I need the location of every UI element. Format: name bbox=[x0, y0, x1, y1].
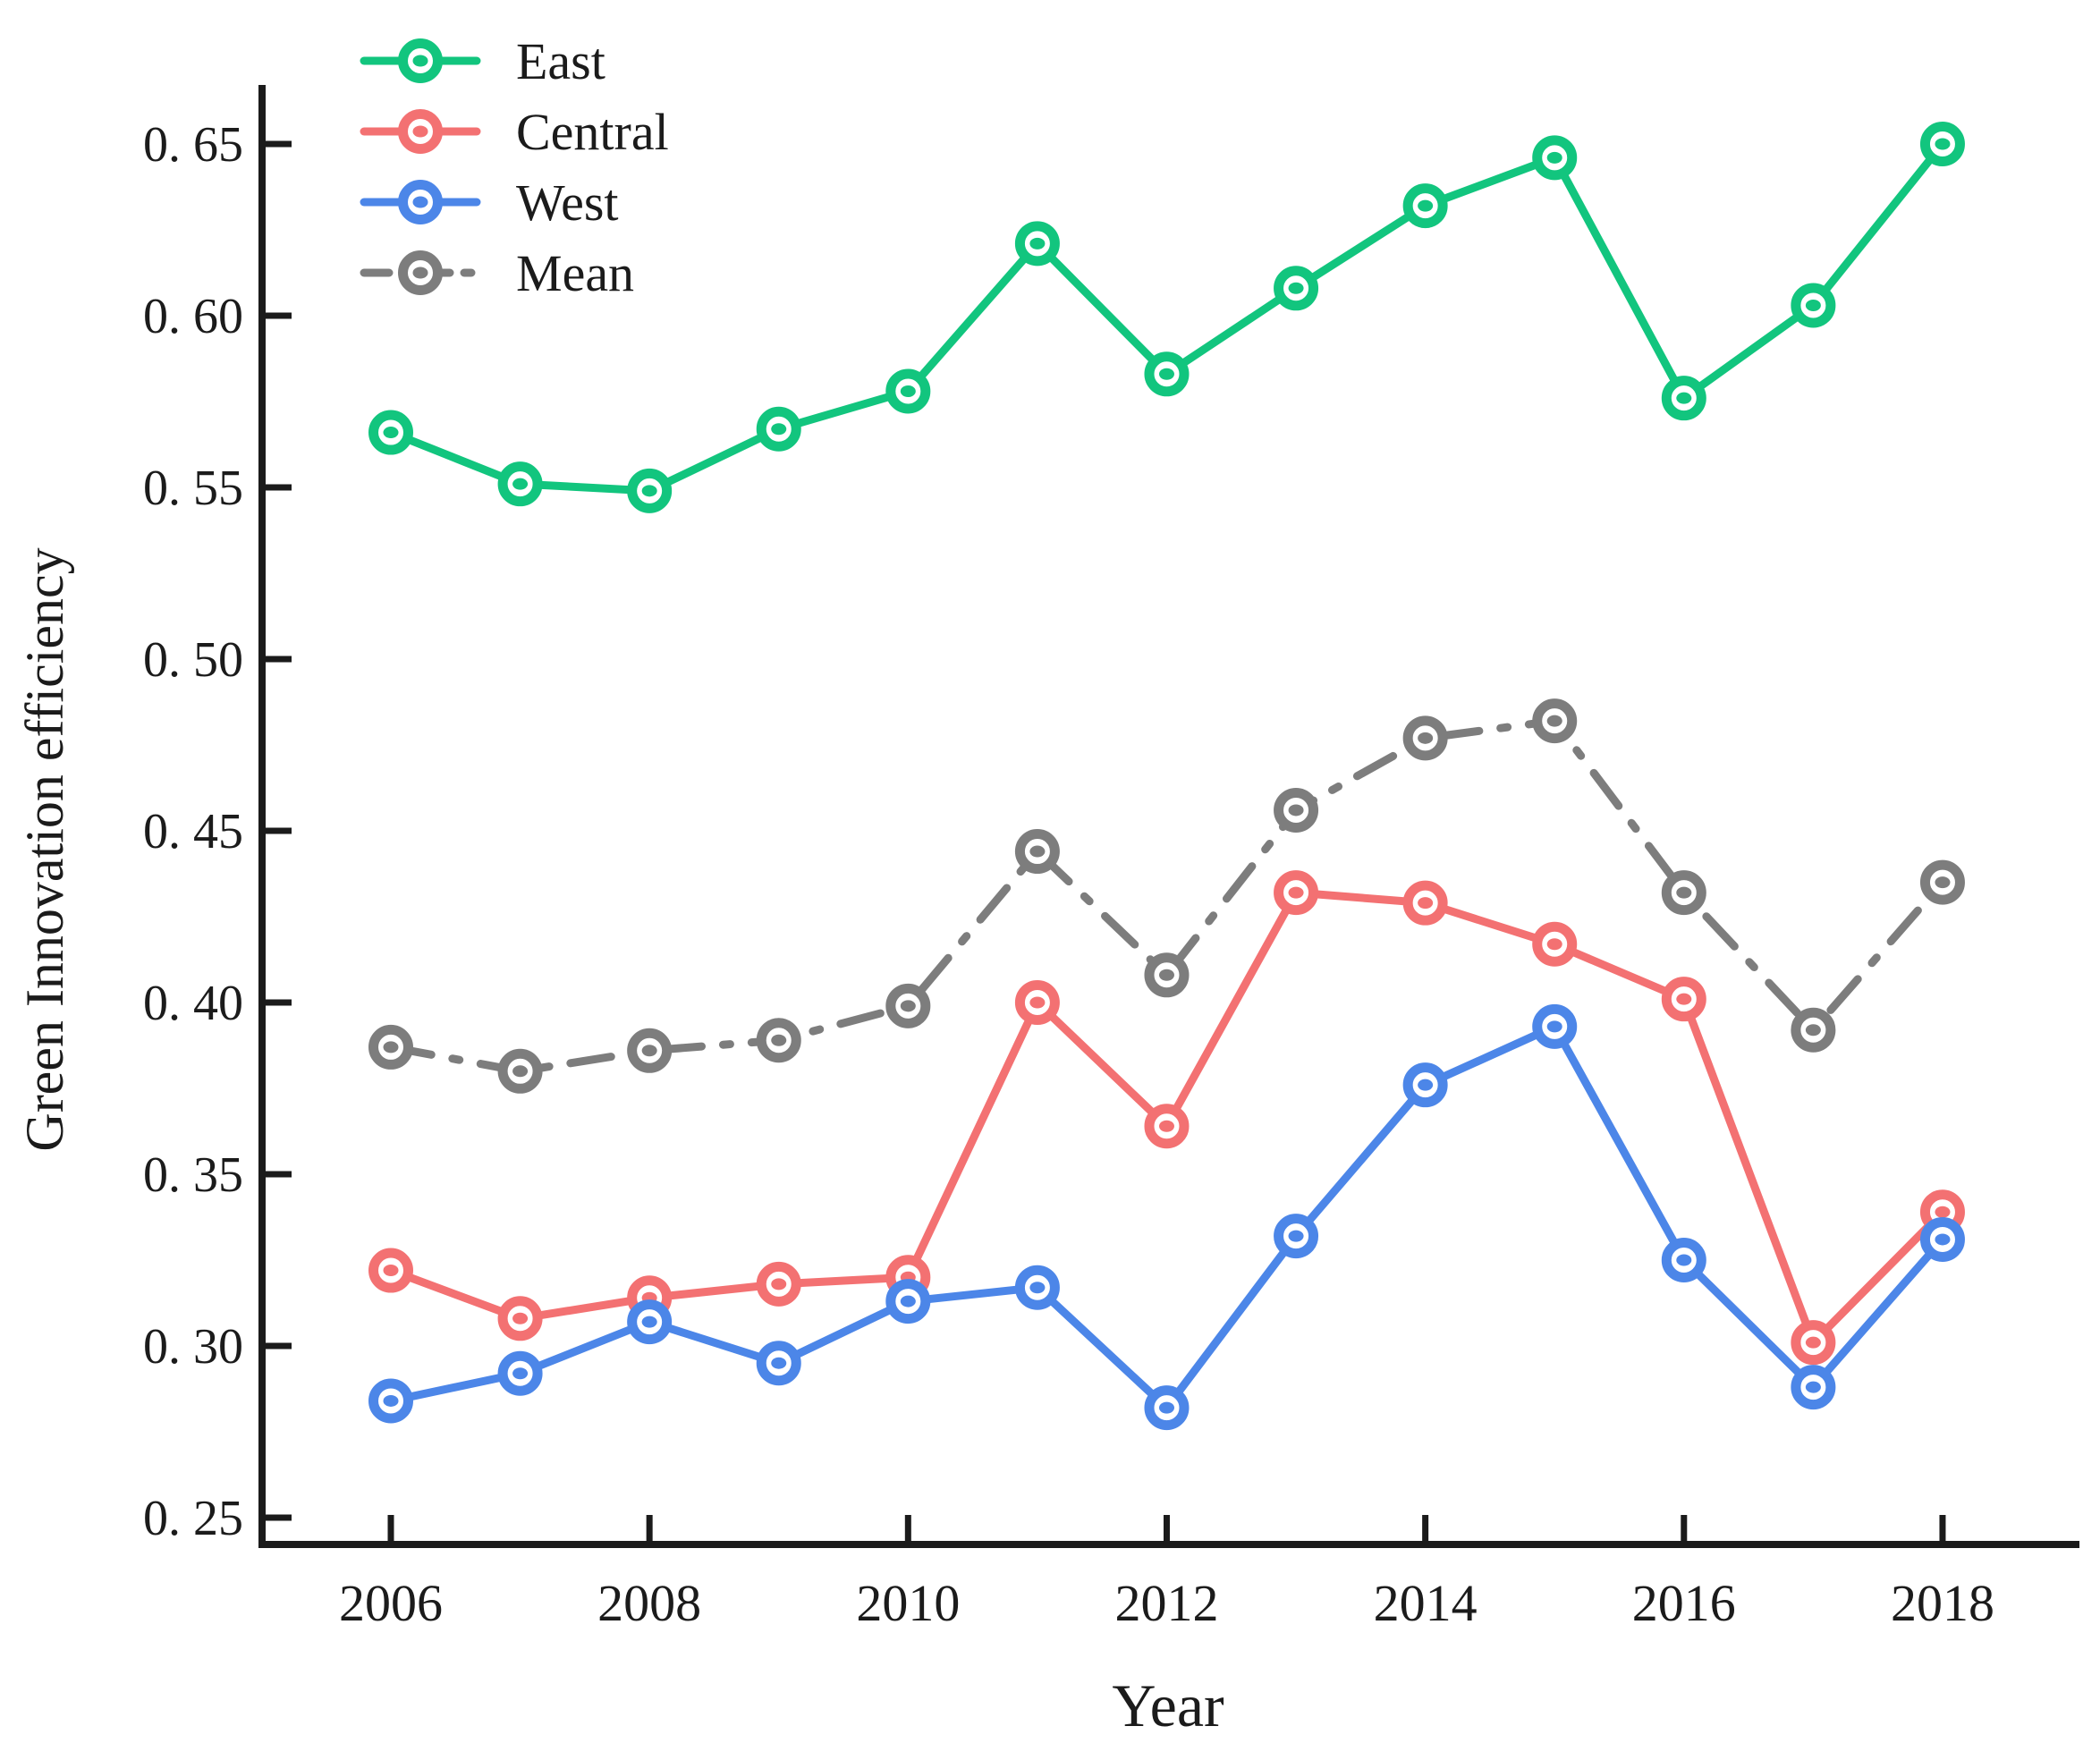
x-axis-title: Year bbox=[1112, 1671, 1224, 1739]
series-west-marker-dot bbox=[1805, 1381, 1821, 1393]
series-central-marker-dot bbox=[383, 1265, 399, 1277]
series-mean-marker-dot bbox=[1676, 886, 1692, 899]
legend-label-central: Central bbox=[516, 103, 669, 161]
x-tick-label: 2016 bbox=[1632, 1574, 1736, 1632]
series-central-marker-dot bbox=[512, 1312, 529, 1324]
series-west-marker-dot bbox=[512, 1367, 529, 1380]
y-tick-label: 0. 35 bbox=[143, 1147, 243, 1203]
series-central-marker-dot bbox=[1676, 993, 1692, 1005]
series-mean-marker-dot bbox=[1935, 876, 1951, 889]
y-tick-label: 0. 40 bbox=[143, 976, 243, 1031]
series-mean-marker-dot bbox=[512, 1065, 529, 1078]
y-tick-label: 0. 25 bbox=[143, 1491, 243, 1546]
series-mean-line bbox=[386, 716, 1947, 1076]
x-tick-label: 2014 bbox=[1374, 1574, 1478, 1632]
series-east-marker-dot bbox=[1158, 368, 1174, 380]
series-mean-marker-dot bbox=[641, 1045, 657, 1057]
series-west-marker-dot bbox=[1418, 1079, 1434, 1091]
legend-label-mean: Mean bbox=[516, 244, 634, 302]
series-mean-marker-dot bbox=[900, 1000, 916, 1012]
series-west-marker-dot bbox=[383, 1394, 399, 1407]
series-east-marker-dot bbox=[771, 423, 787, 436]
series-east-marker-dot bbox=[1676, 392, 1692, 404]
series-east-marker-dot bbox=[1805, 299, 1821, 311]
series-central-marker-dot bbox=[1288, 886, 1304, 899]
series-west-line bbox=[386, 1022, 1947, 1412]
y-tick-label: 0. 30 bbox=[143, 1319, 243, 1375]
series-mean-marker-dot bbox=[771, 1034, 787, 1046]
x-tick-label: 2018 bbox=[1891, 1574, 1994, 1632]
series-west-marker-dot bbox=[1546, 1020, 1562, 1033]
legend-marker-dot-central bbox=[412, 125, 428, 138]
series-central-marker-dot bbox=[771, 1278, 787, 1290]
series-mean-marker-dot bbox=[1158, 969, 1174, 981]
legend-marker-dot-mean bbox=[412, 267, 428, 279]
series-west-marker-dot bbox=[1935, 1233, 1951, 1246]
series-central-marker-dot bbox=[1935, 1206, 1951, 1218]
series-mean-marker-dot bbox=[1288, 804, 1304, 817]
y-tick-label: 0. 60 bbox=[143, 289, 243, 344]
legend-marker-dot-west bbox=[412, 196, 428, 208]
y-tick-label: 0. 45 bbox=[143, 804, 243, 859]
series-east-marker-dot bbox=[900, 385, 916, 397]
series-west-marker-dot bbox=[1029, 1282, 1046, 1294]
x-tick-label: 2006 bbox=[339, 1574, 443, 1632]
legend-label-east: East bbox=[516, 32, 605, 90]
legend-marker-dot-east bbox=[412, 55, 428, 67]
series-west-marker-dot bbox=[1158, 1401, 1174, 1414]
series-central-marker-dot bbox=[1805, 1336, 1821, 1349]
series-east-marker-dot bbox=[1935, 138, 1951, 150]
series-mean-marker-dot bbox=[1546, 715, 1562, 727]
series-central-marker-dot bbox=[1418, 897, 1434, 910]
series-east-line bbox=[386, 140, 1947, 495]
x-tick-label: 2008 bbox=[597, 1574, 701, 1632]
series-east-marker-dot bbox=[641, 485, 657, 497]
series-east-marker-dot bbox=[383, 427, 399, 439]
series-west-marker-dot bbox=[771, 1357, 787, 1369]
y-axis-title: Green Innovation efficiency bbox=[15, 547, 74, 1151]
series-east-marker-dot bbox=[1029, 237, 1046, 250]
legend-label-west: West bbox=[516, 173, 619, 232]
series-east-marker-dot bbox=[512, 478, 529, 490]
plot-area: 0. 25 0. 30 0. 35 0. 40 0. 45 0. 50 0. 55 0. 60… bbox=[143, 32, 2079, 1632]
series-mean-marker-dot bbox=[1029, 845, 1046, 858]
series-east-marker-dot bbox=[1288, 282, 1304, 294]
x-tick-label: 2010 bbox=[856, 1574, 960, 1632]
y-tick-label: 0. 50 bbox=[143, 632, 243, 688]
series-central-marker-dot bbox=[1546, 938, 1562, 951]
series-mean-marker-dot bbox=[1418, 732, 1434, 744]
series-central-marker-dot bbox=[1029, 996, 1046, 1009]
x-tick-label: 2012 bbox=[1114, 1574, 1218, 1632]
series-east-marker-dot bbox=[1546, 151, 1562, 164]
series-west-marker-dot bbox=[1288, 1230, 1304, 1242]
series-west-marker-dot bbox=[641, 1316, 657, 1328]
series-mean-marker-dot bbox=[1805, 1024, 1821, 1037]
y-tick-label: 0. 55 bbox=[143, 461, 243, 516]
series-west-marker-dot bbox=[900, 1295, 916, 1307]
series-mean-marker-dot bbox=[383, 1041, 399, 1053]
series-east-marker-dot bbox=[1418, 199, 1434, 212]
y-tick-label: 0. 65 bbox=[143, 117, 243, 173]
series-central-marker-dot bbox=[1158, 1120, 1174, 1132]
series-west-marker-dot bbox=[1676, 1254, 1692, 1266]
